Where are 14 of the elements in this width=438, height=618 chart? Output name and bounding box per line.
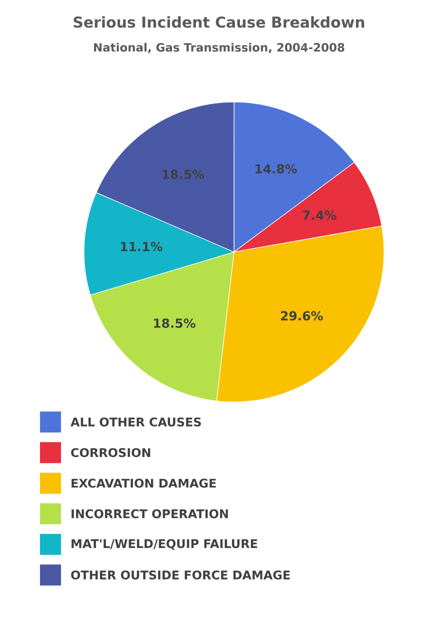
- data-label: 18.5%: [162, 170, 204, 179]
- legend-label: CORROSION: [71, 448, 150, 458]
- legend-label: ALL OTHER CAUSES: [70, 417, 201, 427]
- chart-subtitle: National, Gas Transmission, 2004-2008: [94, 42, 344, 54]
- legend-label: INCORRECT OPERATION: [72, 509, 228, 518]
- data-label: 14.8%: [256, 164, 297, 174]
- legend-label: EXCAVATION DAMAGE: [72, 478, 216, 488]
- legend-label: OTHER OUTSIDE FORCE DAMAGE: [71, 570, 290, 580]
- data-label: 18.5%: [154, 318, 196, 328]
- data-label: 7.4%: [302, 210, 336, 220]
- legend-label: MAT'L/WELD/EQUIP FAILURE: [72, 539, 258, 550]
- data-label: 11.1%: [120, 242, 162, 252]
- chart-title: Serious Incident Cause Breakdown: [74, 16, 364, 28]
- data-label: 29.6%: [281, 311, 323, 321]
